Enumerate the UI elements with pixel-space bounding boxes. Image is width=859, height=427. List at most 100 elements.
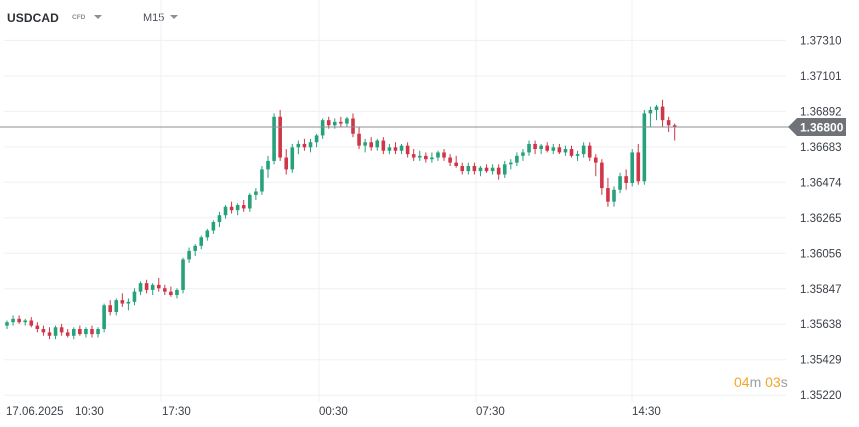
candle — [187, 247, 191, 263]
candle — [612, 186, 616, 207]
candle — [624, 169, 628, 190]
candle — [11, 315, 15, 326]
candle — [290, 143, 295, 173]
candle — [642, 109, 647, 185]
candle — [551, 143, 556, 155]
candle — [593, 154, 598, 177]
symbol-dropdown-icon[interactable] — [94, 15, 102, 19]
y-tick-label: 1.35220 — [800, 390, 842, 402]
candle — [229, 201, 234, 214]
candle — [581, 142, 586, 158]
candle — [636, 143, 641, 185]
time-axis[interactable]: 17.06.2025 10:30 17:30 00:30 07:30 14:30 — [6, 406, 661, 418]
countdown-seconds: 03 — [765, 374, 781, 390]
candle — [417, 150, 422, 161]
y-tick-label: 1.37310 — [800, 35, 842, 47]
candle — [284, 149, 289, 175]
y-tick-label: 1.36474 — [800, 177, 842, 189]
candle — [587, 142, 592, 161]
candle — [314, 133, 319, 148]
candle — [181, 257, 185, 294]
candle — [235, 203, 240, 216]
grid-lines — [4, 0, 786, 402]
candle — [424, 152, 428, 163]
timeframe-label[interactable]: M15 — [143, 12, 165, 24]
candle — [108, 300, 112, 316]
candle — [575, 150, 580, 161]
candle — [96, 327, 100, 338]
countdown-seconds-unit: s — [780, 374, 788, 390]
candle — [169, 286, 173, 297]
candle — [648, 106, 653, 127]
candle — [502, 160, 507, 178]
candle — [78, 325, 82, 336]
candle — [17, 315, 21, 324]
candle — [545, 142, 550, 153]
candle — [381, 137, 386, 155]
candle — [175, 288, 179, 299]
candle — [399, 143, 404, 155]
candle — [660, 99, 665, 127]
y-tick-label: 1.35638 — [800, 319, 842, 331]
candle — [144, 279, 149, 294]
candle — [466, 162, 471, 175]
candle — [405, 142, 410, 158]
y-tick-label: 1.36056 — [800, 248, 842, 260]
candle — [59, 323, 64, 336]
price-axis[interactable]: 1.37310 1.37101 1.36892 1.36683 1.36474 1.362… — [800, 35, 842, 402]
candle — [71, 327, 76, 340]
candle — [442, 149, 446, 161]
current-price-label: 1.36800 — [800, 120, 844, 134]
candle — [454, 155, 458, 168]
x-tick-label: 00:30 — [319, 406, 348, 418]
candle — [375, 138, 380, 151]
candle — [156, 278, 161, 292]
candle — [205, 228, 210, 241]
y-tick-label: 1.36683 — [800, 142, 842, 154]
y-tick-label: 1.36265 — [800, 213, 842, 225]
candle-countdown: 04m 03s — [734, 374, 788, 390]
candle — [521, 149, 525, 161]
candle — [606, 177, 610, 207]
candle — [630, 149, 635, 187]
candle — [41, 325, 46, 336]
candle — [217, 211, 222, 228]
candle — [654, 104, 659, 121]
candle — [387, 143, 392, 155]
candle — [509, 159, 513, 170]
candle — [363, 138, 367, 153]
y-tick-label: 1.35847 — [800, 284, 842, 296]
candle — [266, 155, 270, 178]
candle — [114, 298, 119, 316]
x-tick-label: 17:30 — [162, 406, 191, 418]
instrument-type-label: CFD — [72, 14, 86, 21]
candle — [84, 327, 88, 338]
candle — [515, 152, 519, 167]
candle — [23, 318, 28, 326]
candle — [65, 328, 70, 338]
candle — [260, 166, 264, 195]
candle — [35, 322, 40, 333]
candle — [248, 193, 252, 212]
countdown-minutes-unit: m — [749, 374, 762, 390]
x-tick-label: 17.06.2025 — [6, 406, 64, 418]
candle — [308, 138, 313, 153]
candle — [436, 150, 440, 161]
candle — [272, 113, 276, 165]
x-tick-label: 14:30 — [632, 406, 661, 418]
x-tick-label: 07:30 — [476, 406, 505, 418]
candle — [102, 303, 106, 333]
candle — [29, 317, 34, 328]
symbol-label[interactable]: USDCAD — [7, 11, 59, 25]
candle — [369, 137, 373, 151]
candle — [296, 140, 301, 155]
candle — [223, 205, 228, 219]
candle — [484, 164, 489, 173]
timeframe-dropdown-icon[interactable] — [170, 15, 178, 19]
current-price-badge — [788, 117, 846, 136]
candle — [430, 152, 434, 163]
candle — [600, 159, 604, 195]
candle — [539, 143, 543, 155]
candle — [448, 154, 452, 167]
